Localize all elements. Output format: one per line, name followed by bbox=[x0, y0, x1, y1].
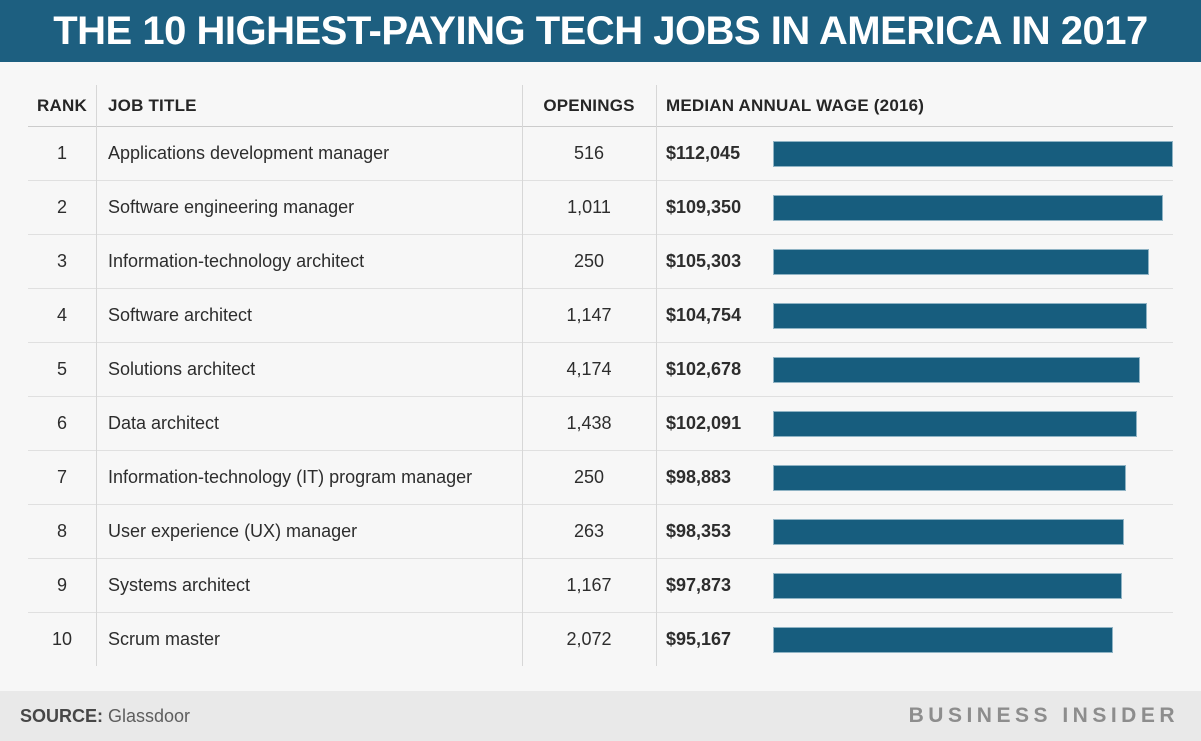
rank-cell: 9 bbox=[56, 575, 67, 595]
job-title-cell: Information-technology architect bbox=[108, 251, 365, 271]
wage-value-label: $105,303 bbox=[666, 251, 742, 271]
wage-bar bbox=[773, 410, 1137, 437]
wage-bar bbox=[773, 572, 1122, 599]
wage-cell: $98,883 bbox=[656, 464, 1173, 491]
wage-bar bbox=[773, 356, 1140, 383]
table-row: 1 Applications development manager 516 $112… bbox=[28, 126, 1173, 180]
openings-cell: 250 bbox=[573, 251, 605, 271]
rank-cell: 8 bbox=[56, 521, 67, 541]
wage-value-label: $104,754 bbox=[666, 305, 742, 325]
wage-cell: $102,678 bbox=[656, 356, 1173, 383]
wage-value-label: $102,091 bbox=[666, 413, 742, 433]
header-rank: RANK bbox=[37, 95, 87, 115]
job-title-cell: Solutions architect bbox=[108, 359, 256, 379]
wage-cell: $112,045 bbox=[656, 140, 1173, 167]
rank-cell: 2 bbox=[56, 197, 67, 217]
wage-bar bbox=[773, 464, 1126, 491]
openings-cell: 516 bbox=[573, 143, 605, 163]
header-job-title: JOB TITLE bbox=[108, 95, 197, 115]
wage-value-label: $98,353 bbox=[666, 521, 732, 541]
wage-value-label: $98,883 bbox=[666, 467, 732, 487]
business-insider-logo: BUSINESS INSIDER bbox=[908, 704, 1179, 727]
job-title-cell: Applications development manager bbox=[108, 143, 390, 163]
wage-bar bbox=[773, 518, 1124, 545]
job-title-cell: Software engineering manager bbox=[108, 197, 355, 217]
wage-value-label: $95,167 bbox=[666, 629, 732, 649]
openings-cell: 263 bbox=[573, 521, 605, 541]
job-title-cell: Scrum master bbox=[108, 629, 221, 649]
rank-cell: 6 bbox=[56, 413, 67, 433]
table-row: 8 User experience (UX) manager 263 $98,353 bbox=[28, 504, 1173, 558]
table-row: 10 Scrum master 2,072 $95,167 bbox=[28, 612, 1173, 666]
rank-cell: 1 bbox=[56, 143, 67, 163]
column-divider-openings bbox=[522, 85, 523, 666]
column-divider-rank bbox=[96, 85, 97, 666]
table-row: 4 Software architect 1,147 $104,754 bbox=[28, 288, 1173, 342]
table-rows: 1 Applications development manager 516 $112… bbox=[28, 126, 1173, 666]
openings-cell: 2,072 bbox=[566, 629, 612, 649]
footer: SOURCE: Glassdoor BUSINESS INSIDER bbox=[0, 691, 1201, 741]
wage-value-label: $97,873 bbox=[666, 575, 732, 595]
table-row: 5 Solutions architect 4,174 $102,678 bbox=[28, 342, 1173, 396]
source-credit: SOURCE: Glassdoor bbox=[20, 706, 190, 727]
wage-cell: $104,754 bbox=[656, 302, 1173, 329]
header-openings: OPENINGS bbox=[543, 95, 635, 115]
job-title-cell: Systems architect bbox=[108, 575, 251, 595]
page-title: THE 10 HIGHEST-PAYING TECH JOBS IN AMERI… bbox=[53, 8, 1148, 53]
table-row: 7 Information-technology (IT) program man… bbox=[28, 450, 1173, 504]
table-row: 9 Systems architect 1,167 $97,873 bbox=[28, 558, 1173, 612]
wage-cell: $95,167 bbox=[656, 626, 1173, 653]
openings-cell: 1,147 bbox=[566, 305, 612, 325]
wage-bar bbox=[773, 626, 1113, 653]
job-title-cell: Information-technology (IT) program mana… bbox=[108, 467, 473, 487]
rank-cell: 5 bbox=[56, 359, 67, 379]
source-label: SOURCE: bbox=[20, 705, 104, 726]
rank-cell: 4 bbox=[56, 305, 67, 325]
rank-cell: 3 bbox=[56, 251, 67, 271]
column-divider-wage bbox=[656, 85, 657, 666]
job-title-cell: Software architect bbox=[108, 305, 253, 325]
title-banner: THE 10 HIGHEST-PAYING TECH JOBS IN AMERI… bbox=[0, 0, 1201, 62]
jobs-table: RANK JOB TITLE OPENINGS MEDIAN ANNUAL WA… bbox=[28, 85, 1173, 666]
wage-cell: $102,091 bbox=[656, 410, 1173, 437]
wage-bar bbox=[773, 302, 1147, 329]
wage-cell: $98,353 bbox=[656, 518, 1173, 545]
wage-bar bbox=[773, 248, 1149, 275]
openings-cell: 1,438 bbox=[566, 413, 612, 433]
rank-cell: 7 bbox=[56, 467, 67, 487]
table-row: 6 Data architect 1,438 $102,091 bbox=[28, 396, 1173, 450]
wage-value-label: $109,350 bbox=[666, 197, 742, 217]
wage-value-label: $102,678 bbox=[666, 359, 742, 379]
table-row: 2 Software engineering manager 1,011 $109,3… bbox=[28, 180, 1173, 234]
wage-cell: $109,350 bbox=[656, 194, 1173, 221]
table-row: 3 Information-technology architect 250 $105… bbox=[28, 234, 1173, 288]
openings-cell: 1,167 bbox=[566, 575, 612, 595]
wage-cell: $97,873 bbox=[656, 572, 1173, 599]
openings-cell: 1,011 bbox=[567, 197, 611, 217]
header-wage: MEDIAN ANNUAL WAGE (2016) bbox=[666, 95, 925, 115]
openings-cell: 4,174 bbox=[566, 359, 612, 379]
rank-cell: 10 bbox=[51, 629, 73, 649]
wage-cell: $105,303 bbox=[656, 248, 1173, 275]
source-value: Glassdoor bbox=[103, 705, 191, 726]
wage-bar bbox=[773, 194, 1163, 221]
job-title-cell: User experience (UX) manager bbox=[108, 521, 358, 541]
wage-value-label: $112,045 bbox=[666, 143, 741, 163]
job-title-cell: Data architect bbox=[108, 413, 220, 433]
openings-cell: 250 bbox=[573, 467, 605, 487]
wage-bar bbox=[773, 140, 1173, 167]
table-header-row: RANK JOB TITLE OPENINGS MEDIAN ANNUAL WA… bbox=[28, 85, 1173, 126]
